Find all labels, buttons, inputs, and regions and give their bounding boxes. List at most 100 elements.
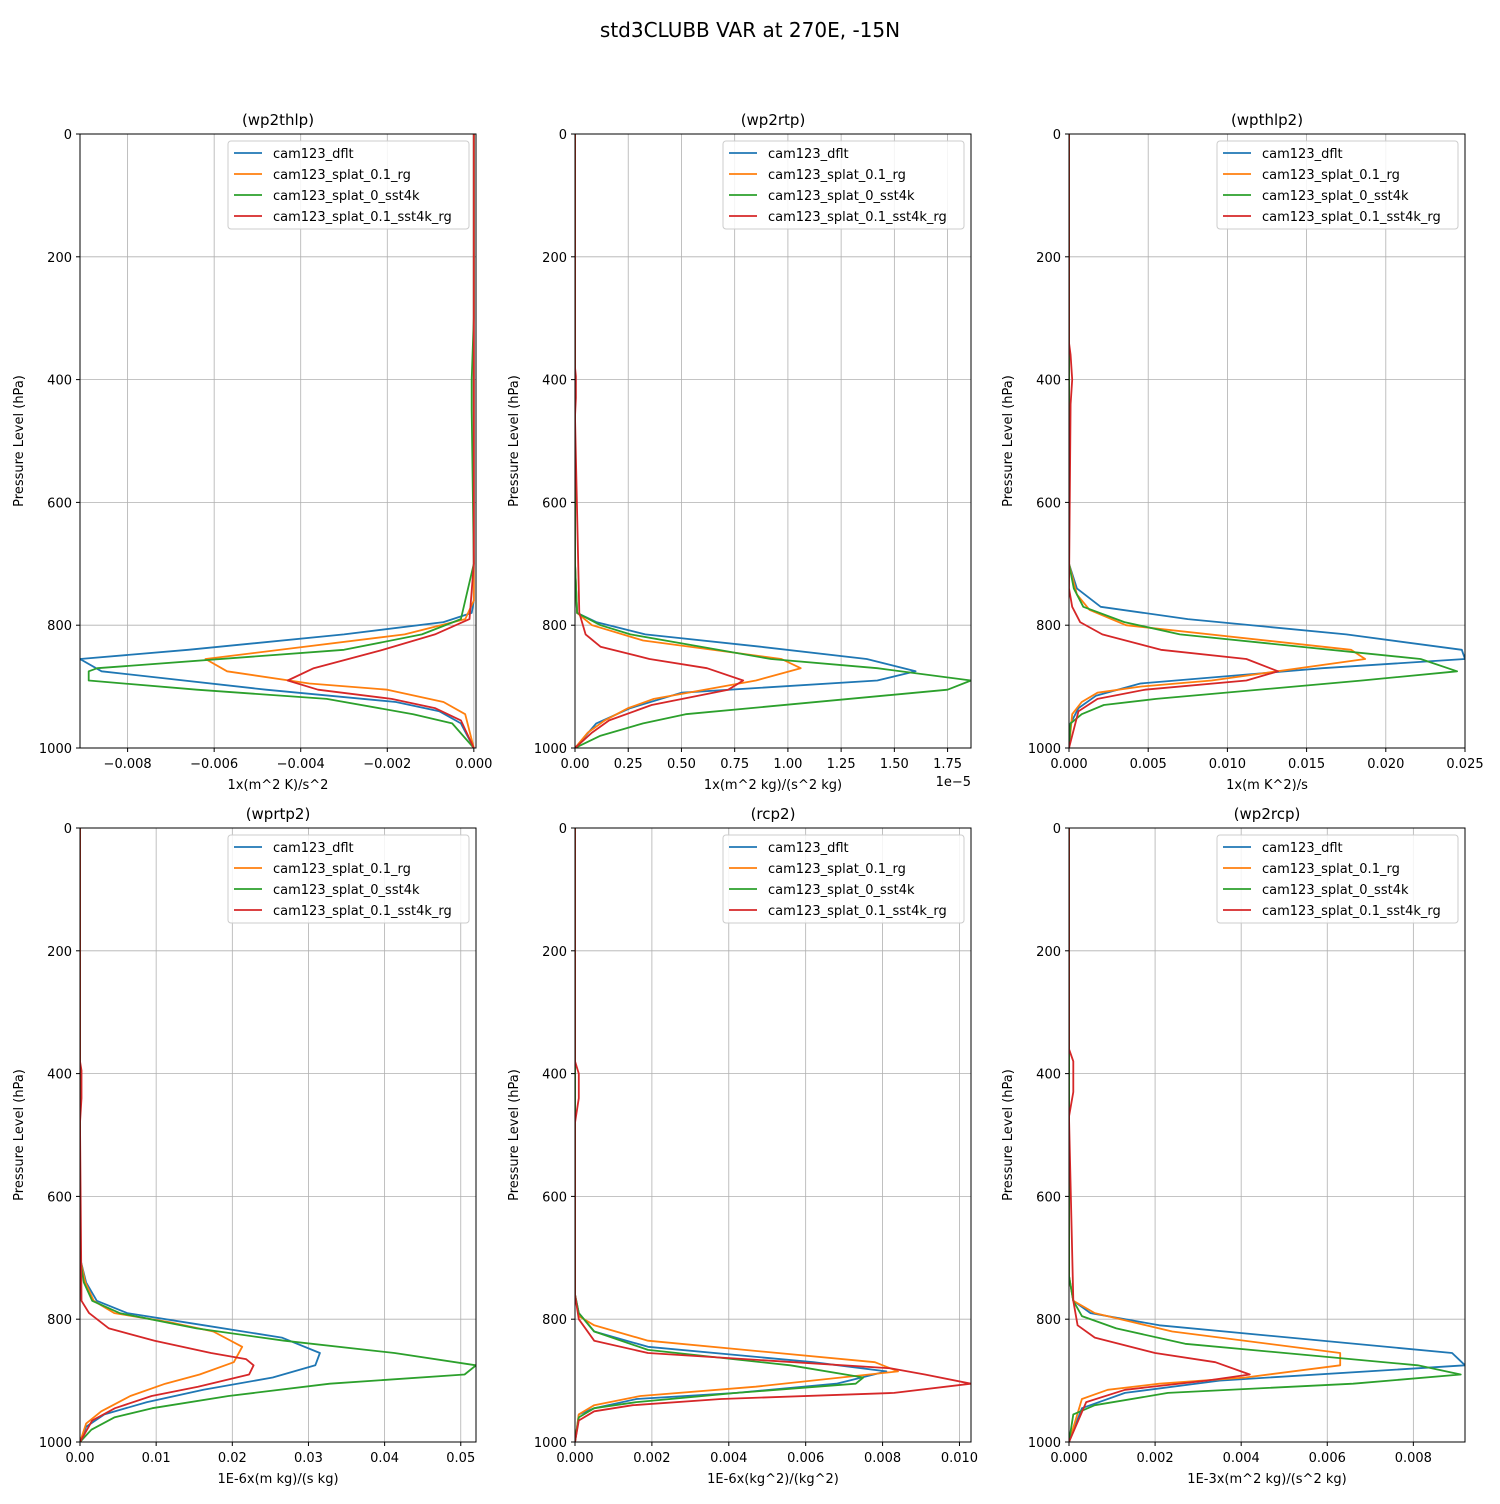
series-line-cam123_splat_0_sst4k bbox=[1069, 134, 1458, 748]
x-tick-label: 0.000 bbox=[1050, 757, 1087, 772]
y-tick-label: 800 bbox=[1036, 619, 1061, 634]
x-axis-label: 1E-6x(m kg)/(s kg) bbox=[217, 1472, 338, 1487]
legend-entry: cam123_splat_0_sst4k bbox=[273, 883, 420, 898]
plot-frame bbox=[79, 133, 477, 749]
series-line-cam123_dflt bbox=[80, 828, 321, 1442]
x-tick-label: 0.01 bbox=[142, 1451, 171, 1466]
legend-entry: cam123_splat_0.1_rg bbox=[1262, 862, 1400, 877]
legend-entry: cam123_dflt bbox=[1262, 841, 1343, 856]
y-tick-label: 200 bbox=[542, 251, 567, 266]
series-line-cam123_splat_0_sst4k bbox=[575, 134, 971, 748]
legend: cam123_dflt cam123_splat_0.1_rg cam123_spl… bbox=[722, 140, 965, 230]
panel-title: (wp2rcp) bbox=[1234, 805, 1301, 823]
legend-entry: cam123_splat_0.1_rg bbox=[768, 862, 906, 877]
series-line-cam123_splat_0.1_rg bbox=[80, 828, 244, 1442]
x-tick-label: 0.02 bbox=[218, 1451, 247, 1466]
x-tick-label: 0.03 bbox=[294, 1451, 323, 1466]
y-tick-label: 0 bbox=[559, 822, 567, 837]
y-axis-label: Pressure Level (hPa) bbox=[1001, 1069, 1016, 1201]
legend-box bbox=[722, 140, 965, 230]
y-tick-label: 600 bbox=[542, 496, 567, 511]
series-line-cam123_splat_0.1_sst4k_rg bbox=[80, 828, 255, 1442]
x-tick-label: 1.00 bbox=[773, 757, 802, 772]
plot-frame bbox=[574, 133, 972, 749]
x-axis-label: 1E-6x(kg^2)/(kg^2) bbox=[707, 1472, 839, 1487]
y-tick-label: 400 bbox=[542, 374, 567, 389]
legend-entry: cam123_splat_0_sst4k bbox=[1262, 883, 1409, 898]
y-axis-label: Pressure Level (hPa) bbox=[507, 375, 522, 507]
panels: −0.008 −0.006 −0.004 −0.002 0.00002004006008… bbox=[12, 111, 1484, 1487]
series-line-cam123_splat_0.1_sst4k_rg bbox=[575, 134, 745, 748]
y-tick-label: 0 bbox=[64, 128, 72, 143]
legend-box bbox=[227, 140, 470, 230]
y-tick-label: 1000 bbox=[39, 742, 72, 757]
x-tick-label: 0.006 bbox=[1309, 1451, 1346, 1466]
y-axis-label: Pressure Level (hPa) bbox=[507, 1069, 522, 1201]
panel-3: 0.000 0.005 0.010 0.015 0.020 0.025 0 200 400 600… bbox=[1001, 111, 1484, 793]
y-axis-label: Pressure Level (hPa) bbox=[12, 1069, 27, 1201]
series-line-cam123_splat_0_sst4k bbox=[80, 828, 476, 1442]
x-tick-label: −0.004 bbox=[277, 757, 325, 772]
legend: cam123_dflt cam123_splat_0.1_rg cam123_spl… bbox=[227, 140, 470, 230]
x-tick-label: 0.00 bbox=[66, 1451, 95, 1466]
plot-area bbox=[1069, 134, 1465, 748]
panel-2: 0.00 0.25 0.50 0.75 1.00 1.25 1.50 1.75 0 200 400 6… bbox=[507, 111, 972, 793]
y-tick-label: 400 bbox=[1036, 1068, 1061, 1083]
legend: cam123_dflt cam123_splat_0.1_rg cam123_spl… bbox=[1216, 140, 1459, 230]
legend-box bbox=[722, 834, 965, 924]
series-line-cam123_splat_0.1_sst4k_rg bbox=[286, 134, 475, 748]
y-tick-label: 200 bbox=[1036, 945, 1061, 960]
plot-frame bbox=[1068, 133, 1466, 749]
legend-box bbox=[227, 834, 470, 924]
plot-frame bbox=[574, 827, 972, 1443]
y-tick-label: 600 bbox=[47, 1190, 72, 1205]
legend: cam123_dflt cam123_splat_0.1_rg cam123_spl… bbox=[722, 834, 965, 924]
x-tick-label: 0.008 bbox=[864, 1451, 901, 1466]
y-tick-label: 1000 bbox=[39, 1436, 72, 1451]
y-tick-label: 200 bbox=[47, 251, 72, 266]
panel-4: 0.00 0.01 0.02 0.03 0.04 0.05 0 200 400 600 800 100… bbox=[12, 805, 477, 1487]
plot-area bbox=[575, 828, 971, 1442]
x-tick-label: 0.000 bbox=[455, 757, 492, 772]
x-tick-label: 0.002 bbox=[1136, 1451, 1173, 1466]
panel-title: (wpthlp2) bbox=[1231, 111, 1303, 129]
panel-5: 0.000 0.002 0.004 0.006 0.008 0.010 0 200 400 600… bbox=[507, 805, 978, 1487]
axis-offset-text: 1e−5 bbox=[936, 775, 971, 790]
panel-1: −0.008 −0.006 −0.004 −0.002 0.000 0 200 400 600 8… bbox=[12, 111, 492, 793]
x-tick-label: 1.25 bbox=[827, 757, 856, 772]
x-tick-label: 0.015 bbox=[1288, 757, 1325, 772]
x-tick-label: 0.010 bbox=[941, 1451, 978, 1466]
y-tick-label: 600 bbox=[1036, 1190, 1061, 1205]
panel-title: (wp2rtp) bbox=[741, 111, 806, 129]
plot-frame bbox=[79, 827, 477, 1443]
legend-entry: cam123_splat_0.1_rg bbox=[273, 168, 411, 183]
x-tick-label: 0.004 bbox=[710, 1451, 747, 1466]
x-axis-label: 1x(m K^2)/s bbox=[1226, 778, 1308, 793]
y-tick-label: 0 bbox=[64, 822, 72, 837]
y-axis-label: Pressure Level (hPa) bbox=[1001, 375, 1016, 507]
x-tick-label: 0.004 bbox=[1223, 1451, 1260, 1466]
panel-title: (wprtp2) bbox=[246, 805, 311, 823]
x-tick-label: −0.006 bbox=[190, 757, 238, 772]
x-tick-label: 0.25 bbox=[614, 757, 643, 772]
y-tick-label: 400 bbox=[47, 374, 72, 389]
y-tick-label: 600 bbox=[542, 1190, 567, 1205]
legend-box bbox=[1216, 140, 1459, 230]
series-line-cam123_splat_0.1_sst4k_rg bbox=[1069, 134, 1279, 748]
legend-entry: cam123_splat_0.1_sst4k_rg bbox=[273, 904, 452, 919]
y-tick-label: 600 bbox=[1036, 496, 1061, 511]
legend-entry: cam123_splat_0_sst4k bbox=[768, 883, 915, 898]
x-tick-label: 0.002 bbox=[633, 1451, 670, 1466]
series-line-cam123_splat_0.1_sst4k_rg bbox=[575, 828, 971, 1442]
panel-title: (wp2thlp) bbox=[242, 111, 314, 129]
x-tick-label: 0.000 bbox=[556, 1451, 593, 1466]
x-tick-label: 0.006 bbox=[787, 1451, 824, 1466]
x-tick-label: 1.50 bbox=[880, 757, 909, 772]
y-tick-label: 800 bbox=[542, 619, 567, 634]
x-tick-label: 0.005 bbox=[1130, 757, 1167, 772]
y-tick-label: 200 bbox=[542, 945, 567, 960]
plot-frame bbox=[1068, 827, 1466, 1443]
x-tick-label: 0.010 bbox=[1209, 757, 1246, 772]
series-line-cam123_dflt bbox=[1069, 134, 1465, 748]
x-tick-label: 0.05 bbox=[446, 1451, 475, 1466]
